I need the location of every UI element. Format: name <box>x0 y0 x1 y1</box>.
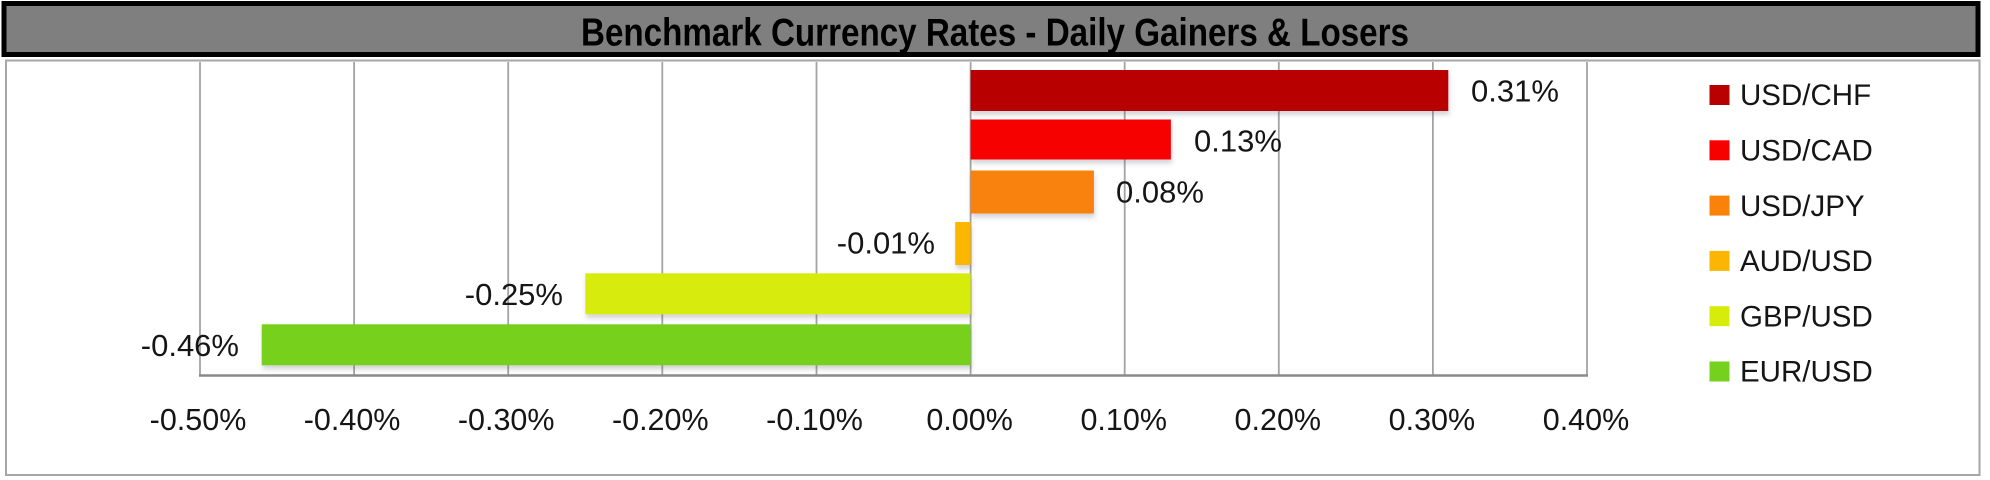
svg-text:0.00%: 0.00% <box>926 403 1012 437</box>
svg-text:GBP/USD: GBP/USD <box>1740 300 1873 333</box>
svg-text:USD/CHF: USD/CHF <box>1740 79 1871 112</box>
svg-text:-0.30%: -0.30% <box>458 403 555 437</box>
svg-text:Benchmark Currency Rates - Dai: Benchmark Currency Rates - Daily Gainers… <box>581 12 1409 55</box>
svg-text:AUD/USD: AUD/USD <box>1740 245 1873 278</box>
svg-text:0.31%: 0.31% <box>1471 74 1559 109</box>
svg-text:-0.40%: -0.40% <box>304 403 401 437</box>
svg-text:EUR/USD: EUR/USD <box>1740 356 1873 389</box>
svg-text:0.40%: 0.40% <box>1543 403 1629 437</box>
svg-text:USD/CAD: USD/CAD <box>1740 135 1873 168</box>
svg-text:-0.50%: -0.50% <box>150 403 247 437</box>
svg-text:0.10%: 0.10% <box>1080 403 1166 437</box>
svg-text:-0.20%: -0.20% <box>612 403 709 437</box>
svg-text:-0.10%: -0.10% <box>766 403 863 437</box>
svg-text:0.30%: 0.30% <box>1389 403 1475 437</box>
svg-text:0.08%: 0.08% <box>1116 175 1204 210</box>
svg-text:-0.25%: -0.25% <box>465 277 563 312</box>
svg-text:USD/JPY: USD/JPY <box>1740 190 1865 223</box>
svg-text:0.13%: 0.13% <box>1194 124 1282 159</box>
svg-text:-0.01%: -0.01% <box>837 226 935 261</box>
svg-text:-0.46%: -0.46% <box>141 328 239 363</box>
svg-text:0.20%: 0.20% <box>1235 403 1321 437</box>
